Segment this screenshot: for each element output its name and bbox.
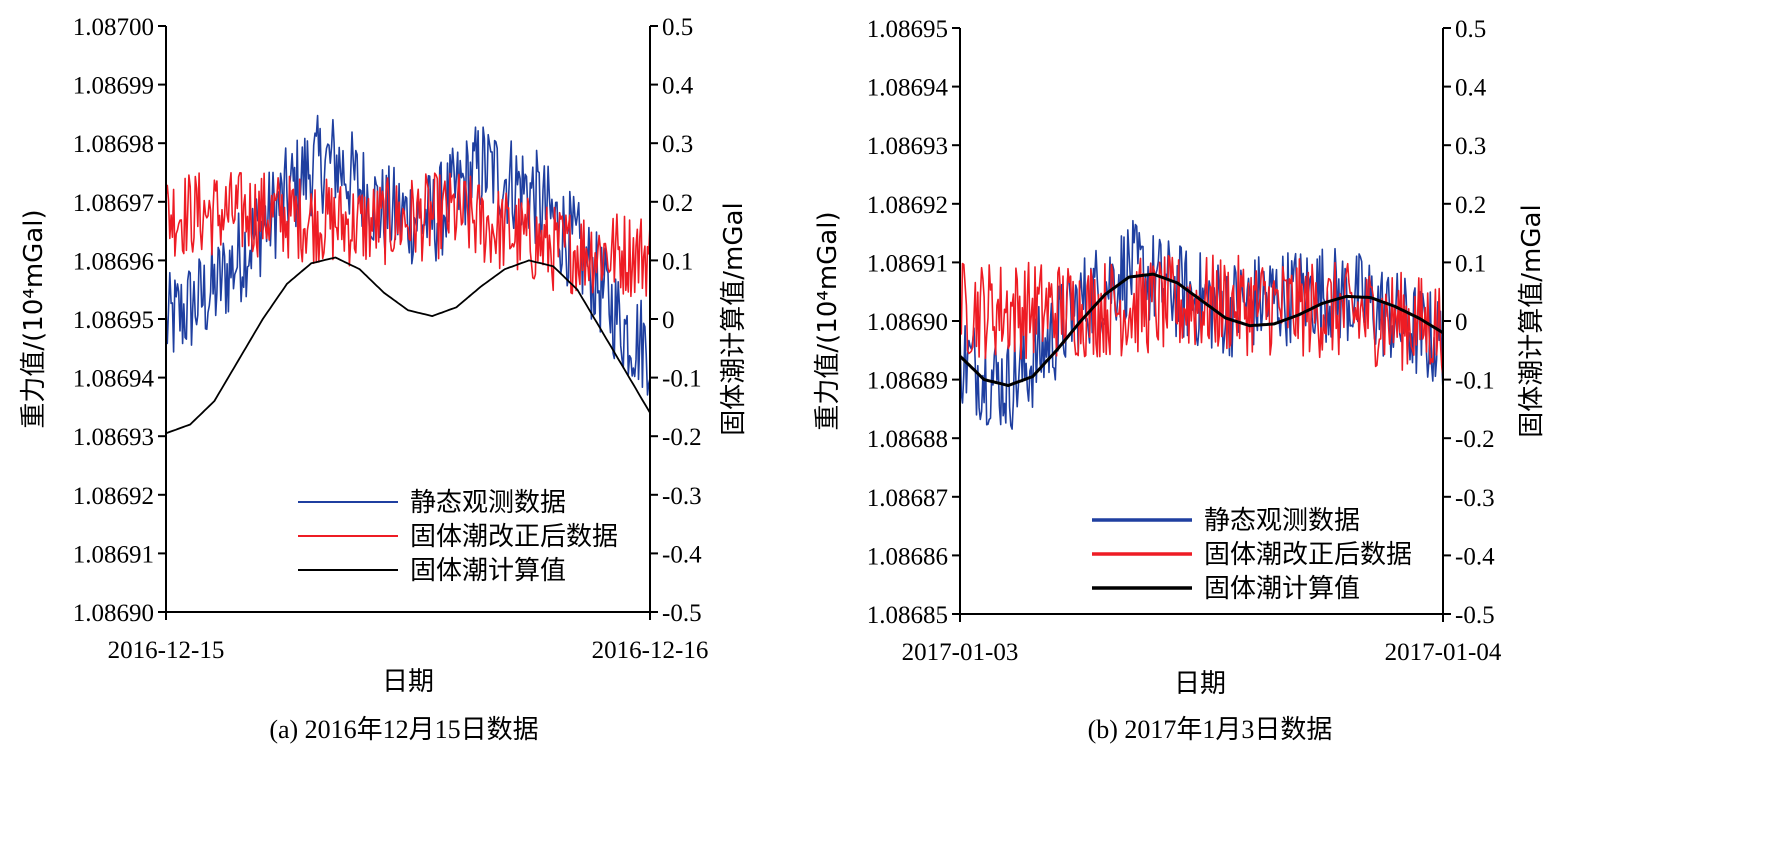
series-line-tide: [165, 256, 651, 435]
y-tick-label: 1.08697: [73, 190, 154, 217]
legend-label: 静态观测数据: [1204, 506, 1360, 536]
y2-tick-label: 0.1: [1455, 250, 1486, 277]
chart-panel-b: 1.08685 1.08686 1.08687 1.08688 1.08689 1.086…: [813, 16, 1547, 744]
y-axis-title: 重力值/(10⁴mGal): [19, 209, 49, 428]
x-tick-label: 2017-01-03: [902, 639, 1019, 666]
x-axis-title: 日期: [1174, 669, 1226, 699]
y2-tick-label: 0.3: [662, 131, 693, 158]
y-tick-label: 1.08686: [867, 543, 948, 570]
y-tick-label: 1.08699: [73, 73, 154, 100]
y2-tick-label: 0.1: [662, 248, 693, 275]
y2-tick-label: -0.4: [1455, 543, 1495, 570]
y2-tick-label: -0.2: [1455, 426, 1495, 453]
x-tick-label: 2016-12-16: [592, 637, 709, 664]
y-tick-label: 1.08698: [73, 131, 154, 158]
y-tick-label: 1.08694: [73, 366, 155, 393]
y-tick-label: 1.08688: [867, 426, 948, 453]
y-tick-label: 1.08693: [73, 424, 154, 451]
series-line-tide: [958, 272, 1444, 387]
y-tick-label: 1.08691: [867, 250, 948, 277]
y-tick-label: 1.08690: [867, 309, 948, 336]
chart-panel-a: 1.08690 1.08691 1.08692 1.08693 1.08694 1.086…: [19, 14, 749, 744]
y-tick-label: 1.08692: [867, 192, 948, 219]
y2-tick-label: 0.5: [662, 14, 693, 41]
y2-tick-label: 0: [662, 307, 675, 334]
y-tick-label: 1.08690: [73, 600, 154, 627]
y2-tick-label: 0.4: [662, 73, 694, 100]
y2-tick-label: -0.3: [662, 483, 702, 510]
figure-caption: (b) 2017年1月3日数据: [1088, 715, 1333, 744]
y2-tick-label: 0: [1455, 309, 1468, 336]
x-axis-title: 日期: [382, 667, 434, 697]
y-tick-label: 1.08694: [867, 75, 949, 102]
y2-tick-label: -0.3: [1455, 485, 1495, 512]
y2-axis-title: 固体潮计算值/mGal: [719, 202, 749, 435]
y2-tick-label: 0.2: [1455, 192, 1486, 219]
x-tick-label: 2016-12-15: [108, 637, 225, 664]
legend-label: 固体潮计算值: [1204, 574, 1360, 604]
y2-tick-label: -0.5: [662, 600, 702, 627]
legend-label: 固体潮计算值: [410, 556, 566, 586]
y-tick-label: 1.08695: [73, 307, 154, 334]
series-line-corrected: [959, 254, 1444, 377]
y2-tick-label: 0.4: [1455, 75, 1487, 102]
y-tick-label: 1.08693: [867, 133, 948, 160]
y2-tick-label: -0.5: [1455, 602, 1495, 629]
y2-tick-label: 0.2: [662, 190, 693, 217]
y-tick-label: 1.08700: [73, 14, 154, 41]
legend-label: 固体潮改正后数据: [1204, 540, 1412, 570]
y-tick-label: 1.08691: [73, 541, 154, 568]
legend-label: 固体潮改正后数据: [410, 522, 618, 552]
y2-tick-label: 0.3: [1455, 133, 1486, 160]
x-tick-label: 2017-01-04: [1385, 639, 1502, 666]
y-axis-title: 重力值/(10⁴mGal): [813, 211, 843, 430]
legend-label: 静态观测数据: [410, 488, 566, 518]
y-tick-label: 1.08687: [867, 485, 948, 512]
y2-tick-label: -0.4: [662, 541, 702, 568]
y2-tick-label: -0.1: [662, 366, 702, 393]
y-tick-label: 1.08696: [73, 248, 154, 275]
series-line-corrected: [165, 172, 651, 298]
figure-caption: (a) 2016年12月15日数据: [269, 715, 538, 744]
y2-tick-label: -0.2: [662, 424, 702, 451]
y2-tick-label: -0.1: [1455, 368, 1495, 395]
y2-tick-label: 0.5: [1455, 16, 1486, 43]
y-tick-label: 1.08692: [73, 483, 154, 510]
y-tick-label: 1.08695: [867, 16, 948, 43]
y-tick-label: 1.08689: [867, 368, 948, 395]
y-tick-label: 1.08685: [867, 602, 948, 629]
y2-axis-title: 固体潮计算值/mGal: [1517, 204, 1547, 437]
